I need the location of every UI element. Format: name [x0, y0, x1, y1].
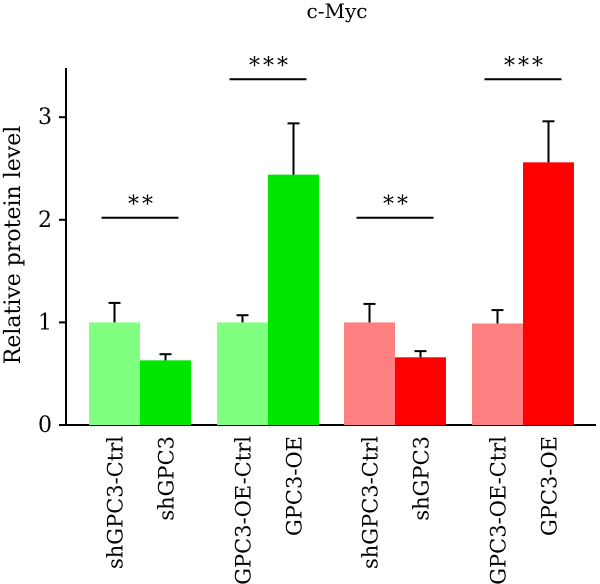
x-tick-label: GPC3-OE-Ctrl: [487, 436, 511, 584]
significance-marker: ***: [229, 54, 307, 81]
x-tick-label: shGPC3: [155, 436, 179, 521]
y-tick-label: 1: [38, 310, 52, 335]
error-bar: [542, 120, 555, 163]
bar: [523, 162, 574, 425]
error-bar: [287, 122, 300, 175]
y-axis-label: Relative protein level: [1, 126, 26, 365]
significance-label: ***: [249, 54, 291, 79]
significance-marker: ***: [484, 54, 562, 81]
y-tick-label: 2: [38, 208, 52, 233]
bar: [472, 323, 523, 425]
error-bars: [108, 120, 555, 361]
bar: [395, 357, 446, 425]
x-tick-label: GPC3-OE: [538, 436, 562, 536]
y-tick-label: 0: [38, 413, 52, 438]
significance-label: ***: [504, 54, 546, 79]
error-bar: [108, 301, 121, 323]
error-bar: [236, 314, 249, 323]
x-tick-label: shGPC3: [410, 436, 434, 521]
y-ticks: 0 1 2 3: [38, 105, 66, 438]
significance-marker: **: [101, 193, 179, 219]
error-bar: [491, 309, 504, 324]
error-bar: [363, 302, 376, 323]
error-bar: [414, 350, 427, 358]
significance-label: **: [383, 193, 411, 218]
error-bar: [159, 353, 172, 361]
chart-title: c-Myc: [307, 0, 368, 23]
bar: [217, 322, 268, 425]
bars: [89, 162, 574, 425]
y-tick-label: 3: [38, 105, 52, 130]
category-labels: shGPC3-Ctrl shGPC3 GPC3-OE-Ctrl GPC3-OE shGP…: [104, 436, 562, 584]
bar: [268, 174, 319, 425]
bar: [89, 322, 140, 425]
x-tick-label: GPC3-OE: [283, 436, 307, 536]
x-tick-label: shGPC3-Ctrl: [104, 436, 128, 569]
significance-label: **: [128, 193, 156, 218]
x-tick-label: shGPC3-Ctrl: [359, 436, 383, 569]
bar: [344, 322, 395, 425]
significance-marker: **: [356, 193, 434, 219]
x-tick-label: GPC3-OE-Ctrl: [232, 436, 256, 584]
bar: [140, 360, 191, 425]
significance-markers: **********: [101, 54, 562, 219]
